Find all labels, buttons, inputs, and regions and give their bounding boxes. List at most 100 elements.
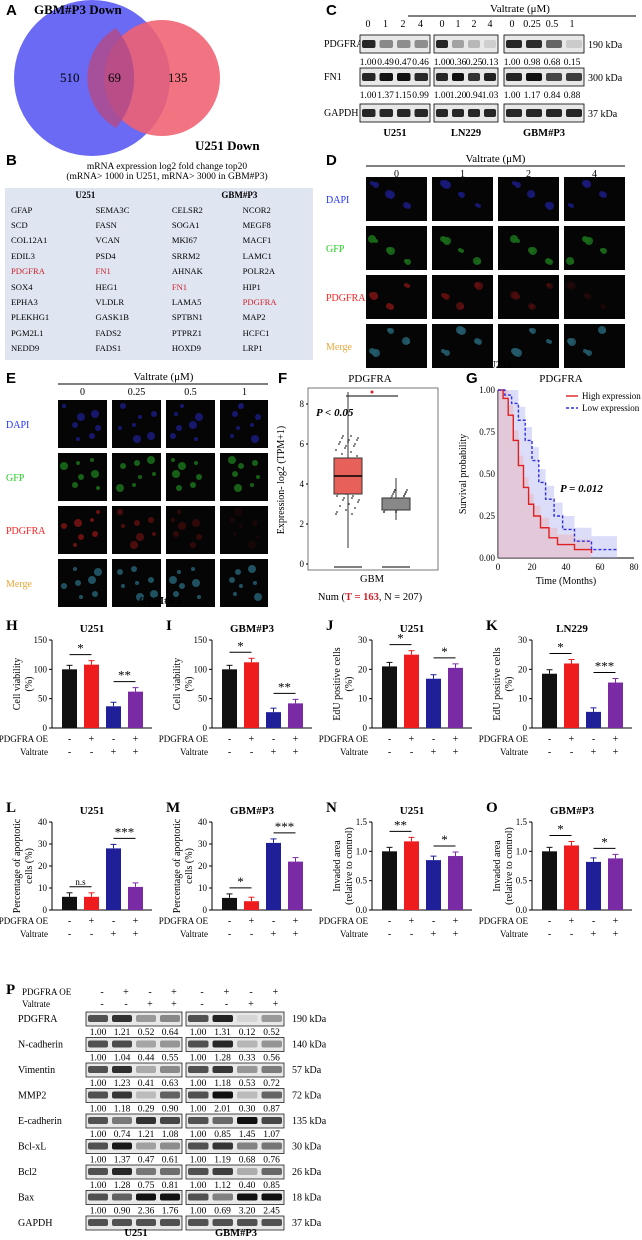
- blot-band: [526, 73, 542, 81]
- bar-title: U251: [80, 623, 104, 635]
- bar: [106, 706, 121, 728]
- cell-dot: [584, 293, 590, 299]
- kda-label: 140 kDa: [292, 1040, 327, 1051]
- sig-label: **: [118, 668, 131, 683]
- blot-band: [362, 109, 376, 117]
- treat-label: PDGFRA OE: [159, 916, 209, 926]
- cell-dot: [570, 204, 574, 208]
- cell-dot: [120, 463, 126, 469]
- point: [352, 495, 354, 497]
- bar: [382, 666, 397, 728]
- table-row: EDIL3 PSD4 SRRM2 LAMC1: [5, 248, 313, 263]
- gene-cell: FN1: [171, 281, 188, 292]
- cell-dot: [254, 593, 262, 601]
- if-panel-e: Valtrate (μM) 0 0.25 0.5 1 DAPI GFP PDGFRA Merge…: [6, 371, 268, 607]
- cell-dot: [130, 541, 138, 549]
- blot-quant: 1.23: [114, 1079, 131, 1089]
- dose-label: 4: [592, 169, 597, 180]
- blot-quant: 2.36: [138, 1207, 155, 1217]
- micrograph: [498, 177, 559, 221]
- bar-title: GBM#P3: [230, 623, 274, 635]
- gene-cell: MACF1: [242, 235, 272, 246]
- blot-strip: [433, 67, 499, 87]
- treat-label: PDGFRA OE: [479, 916, 529, 926]
- cell-dot: [238, 463, 244, 469]
- cell-line-label: GBM#P3: [523, 128, 565, 139]
- treat-label: Valtrate: [500, 747, 528, 757]
- tick-label: 20: [358, 664, 368, 674]
- blot-quant: 1.00: [504, 91, 521, 101]
- curve-low: [498, 389, 617, 551]
- bar-title: LN229: [556, 623, 588, 635]
- gene-cell: PTPRZ1: [171, 327, 202, 338]
- treat-sign: +: [249, 916, 255, 927]
- venn-overlap-count: 69: [108, 70, 121, 85]
- blot-quant: 0.53: [239, 1079, 256, 1089]
- blot-band: [379, 73, 393, 81]
- treat-label: Valtrate: [340, 929, 368, 939]
- panel-label: O: [486, 800, 498, 816]
- treat-sign: -: [249, 987, 252, 998]
- micrograph: [58, 506, 107, 554]
- tick-label: 20: [198, 861, 208, 871]
- channel-label: GFP: [326, 244, 345, 255]
- sig-label: *: [441, 644, 448, 659]
- dose-label: 2: [472, 19, 477, 30]
- blot-band: [506, 109, 522, 117]
- point: [351, 497, 353, 499]
- venn-left-title: GBM#P3 Down: [34, 2, 123, 17]
- point: [403, 495, 405, 497]
- treat-sign: +: [171, 987, 177, 998]
- cell-dot: [117, 509, 123, 515]
- channel-label: GFP: [6, 473, 25, 484]
- treat-sign: -: [225, 999, 228, 1010]
- cell-dot: [529, 247, 537, 255]
- blot-quant: 1.18: [214, 1079, 231, 1089]
- blot-band: [237, 1142, 258, 1150]
- gene-cell: SOGA1: [171, 220, 200, 231]
- treat-sign: -: [250, 747, 253, 758]
- blot-band: [112, 1117, 132, 1124]
- tick-label: 0.50: [479, 469, 495, 479]
- treat-sign: +: [123, 987, 129, 998]
- cell-dot: [583, 293, 587, 297]
- sig-label: *: [441, 832, 448, 847]
- blot-band: [452, 109, 464, 117]
- point: [336, 511, 338, 513]
- num-n: , N = 207): [379, 592, 423, 603]
- blot-band: [136, 1015, 156, 1022]
- gene-cell: MAP2: [242, 312, 266, 323]
- cell-dot: [89, 433, 95, 439]
- blot-band: [88, 1015, 108, 1022]
- blot-quant: 1.15: [395, 91, 412, 101]
- tick-label: 0.00: [479, 553, 495, 563]
- cell-dot: [587, 183, 591, 187]
- blot-quant: 1.37: [114, 1156, 131, 1166]
- blot-quant: 1.37: [377, 91, 394, 101]
- bar-panel-l: L U251 0 10 20 30 40 Percentage of apoptotic cel…: [0, 800, 152, 940]
- blot-band: [160, 1091, 180, 1099]
- blot-strip: [85, 1011, 183, 1027]
- tick-label: 1.5: [356, 817, 368, 827]
- blot-band: [112, 1040, 132, 1048]
- panel-label: M: [166, 800, 180, 816]
- bar-title: U251: [400, 805, 424, 817]
- tick-label: 0: [523, 723, 528, 733]
- tick-label: 10: [358, 694, 368, 704]
- cell-dot: [233, 592, 237, 596]
- blot-quant: 1.00: [360, 91, 377, 101]
- cell-dot: [547, 283, 553, 289]
- axis-label: Percentage of apoptotic: [12, 818, 23, 913]
- cell-dot: [178, 462, 186, 470]
- treat-label: PDGFRA OE: [479, 734, 529, 744]
- micrograph: [432, 226, 493, 270]
- treat-sign: +: [89, 734, 95, 745]
- gene-cell: EDIL3: [11, 250, 35, 261]
- cell-dot: [116, 484, 124, 492]
- blot-quant: 1.45: [239, 1130, 256, 1140]
- blot-band: [436, 73, 448, 81]
- blot-quant: 1.00: [190, 1105, 207, 1115]
- cell-dot: [60, 462, 68, 470]
- bar: [106, 848, 121, 910]
- cell-dot: [196, 474, 202, 480]
